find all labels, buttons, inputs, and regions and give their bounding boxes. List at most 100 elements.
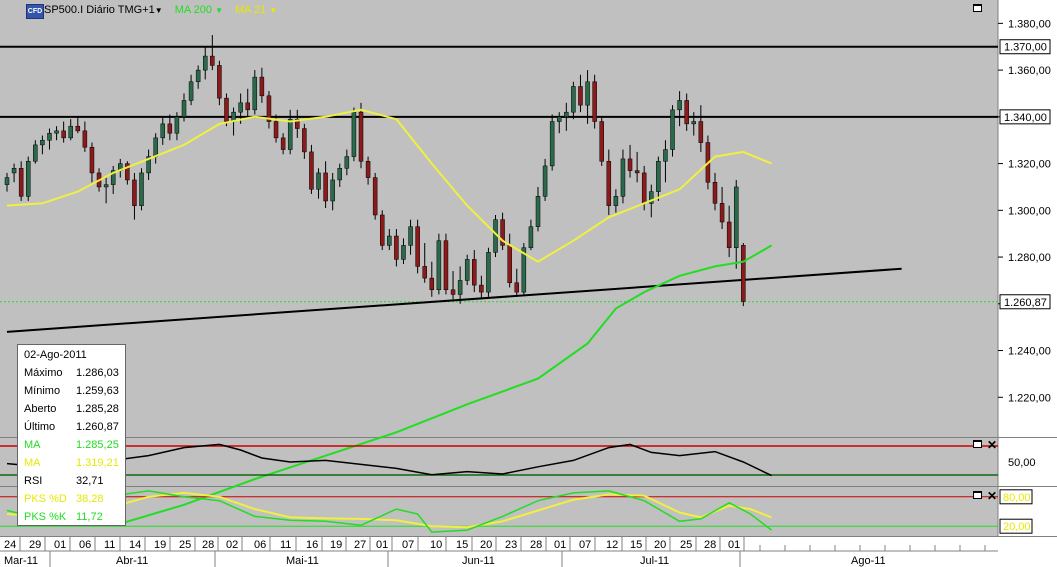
- candle-body: [309, 151, 314, 190]
- date-day-label: 23: [505, 539, 517, 551]
- candle-body: [33, 144, 38, 162]
- info-label: Mínimo: [24, 385, 61, 397]
- candle-body: [330, 179, 335, 202]
- candle-body: [684, 100, 689, 125]
- chevron-down-icon: ▼: [154, 6, 163, 15]
- candle-body: [47, 132, 52, 141]
- rsi-tick-label: 50,00: [1008, 457, 1036, 469]
- date-day-label: 15: [630, 539, 642, 551]
- info-label: Máximo: [24, 367, 63, 379]
- candle-body: [443, 240, 449, 291]
- candle-body: [160, 123, 166, 139]
- candle-body: [592, 81, 597, 122]
- date-day-label: 15: [456, 539, 468, 551]
- price-tick-label: 1.360,00: [1008, 65, 1051, 77]
- info-row: PKS %K 11,72: [24, 511, 124, 529]
- candle-body: [61, 130, 66, 139]
- candle-body: [514, 282, 520, 293]
- chevron-down-icon: ▼: [269, 6, 278, 15]
- right-axis-bg: [998, 0, 1057, 567]
- candle-body: [18, 168, 24, 197]
- candle-body: [698, 121, 704, 143]
- maximize-rsi-pane-button[interactable]: [973, 440, 982, 448]
- candle-body: [89, 146, 95, 174]
- price-level-badge: [999, 109, 1051, 125]
- price-tick-label: 1.220,00: [1008, 392, 1051, 404]
- date-day-label: 29: [29, 539, 41, 551]
- date-day-label: 10: [430, 539, 442, 551]
- candle-body: [75, 125, 81, 132]
- candle-body: [429, 277, 435, 291]
- indicator-ma21-selector[interactable]: MA 21 ▼: [235, 4, 277, 16]
- date-day-label: 06: [79, 539, 91, 551]
- date-day-label: 28: [530, 539, 542, 551]
- candle-body: [634, 170, 640, 174]
- chart-header: SP500.I Diário TMG+1▼ MA 200 ▼ MA 21 ▼: [26, 2, 277, 18]
- candle-body: [4, 177, 10, 185]
- maximize-price-pane-button[interactable]: [973, 4, 982, 12]
- candle-body: [40, 139, 45, 146]
- date-axis-bg: [0, 537, 1057, 567]
- date-day-label: 06: [254, 539, 266, 551]
- date-day-label: 02: [226, 539, 238, 551]
- info-row: Mínimo 1.259,63: [24, 385, 124, 403]
- candle-body: [217, 65, 222, 99]
- candle-body: [82, 130, 88, 148]
- candle-body: [656, 160, 661, 192]
- indicator-ma200-selector[interactable]: MA 200 ▼: [175, 4, 223, 16]
- candle-body: [599, 121, 604, 162]
- candle-body: [564, 111, 569, 118]
- rsi-pane-bg: [0, 438, 998, 486]
- date-day-label: 20: [480, 539, 492, 551]
- date-day-label: 11: [280, 539, 291, 551]
- candle-body: [408, 226, 413, 246]
- candle-body: [259, 76, 265, 97]
- candle-body: [146, 156, 151, 174]
- candle-body: [741, 245, 746, 302]
- pks-k-line: [6, 490, 773, 533]
- info-value: 1.286,03: [76, 367, 119, 379]
- candle-body: [125, 163, 130, 181]
- info-label: Último: [24, 421, 56, 433]
- candle-body: [649, 191, 654, 204]
- candle-body: [358, 111, 364, 162]
- close-rsi-pane-icon[interactable]: ✕: [987, 438, 998, 452]
- candle-body: [273, 121, 279, 139]
- candle-body: [139, 172, 144, 206]
- candle-body: [528, 226, 534, 248]
- candle-body: [25, 160, 31, 197]
- price-tick-label: 1.300,00: [1008, 205, 1051, 217]
- pks-tick-label: 20,00: [1003, 521, 1031, 533]
- date-day-label: 01: [728, 539, 740, 551]
- info-value: 1.260,87: [76, 421, 119, 433]
- info-value: 1.259,63: [76, 385, 119, 397]
- pks-level-badge: [999, 518, 1033, 534]
- candle-body: [394, 235, 399, 260]
- info-label: PKS %D: [24, 493, 67, 505]
- candle-body: [507, 245, 512, 284]
- candle-body: [252, 76, 258, 111]
- candle-body: [712, 182, 718, 204]
- date-day-label: 07: [402, 539, 414, 551]
- info-value: 11,72: [76, 511, 103, 523]
- date-day-label: 25: [179, 539, 191, 551]
- candle-body: [11, 168, 17, 174]
- candle-body: [379, 214, 385, 246]
- price-tick-label: 1.380,00: [1008, 18, 1051, 30]
- price-level-label: 1.340,00: [1004, 112, 1047, 124]
- pks-d-line: [6, 491, 772, 529]
- info-row: Último 1.260,87: [24, 421, 124, 439]
- rsi-line: [6, 443, 772, 477]
- candle-body: [472, 259, 477, 286]
- close-pks-pane-icon[interactable]: ✕: [987, 489, 998, 503]
- symbol-selector[interactable]: SP500.I Diário TMG+1▼: [44, 4, 163, 16]
- maximize-pks-pane-button[interactable]: [973, 491, 982, 499]
- candle-body: [295, 118, 300, 129]
- candle-body: [422, 266, 427, 279]
- candle-body: [103, 184, 109, 188]
- candle-body: [542, 165, 548, 197]
- candle-body: [401, 245, 406, 260]
- candle-body: [606, 160, 612, 206]
- candle-body: [641, 172, 647, 204]
- candle-body: [280, 137, 286, 150]
